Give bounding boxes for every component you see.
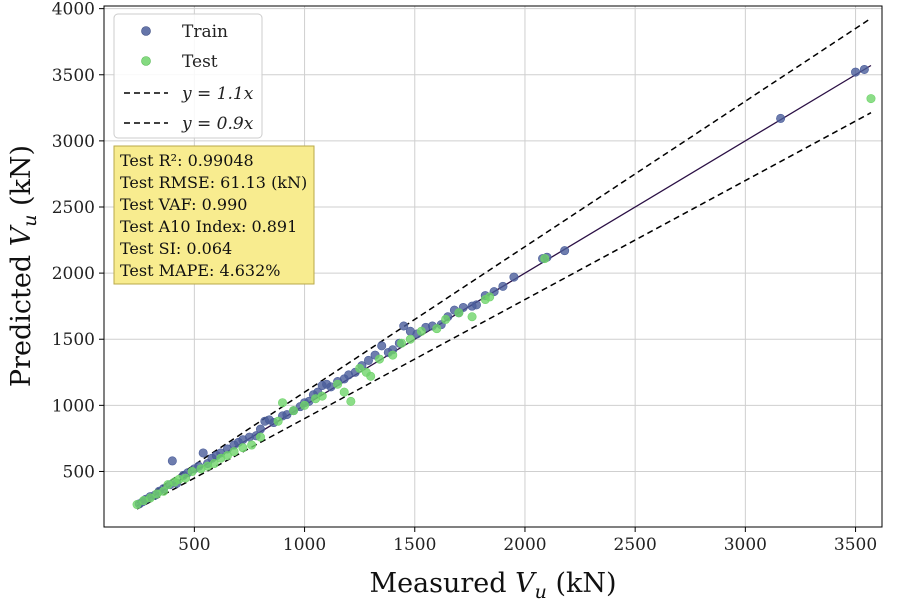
x-axis-title: Measured Vu (kN) bbox=[369, 568, 616, 603]
stat-r2: Test R²: 0.99048 bbox=[120, 151, 254, 170]
test-point bbox=[432, 324, 442, 334]
test-point bbox=[317, 391, 327, 401]
x-tick-label: 2000 bbox=[503, 535, 546, 555]
train-point bbox=[167, 456, 177, 466]
legend-marker-train bbox=[141, 26, 151, 36]
test-point bbox=[366, 371, 376, 381]
test-point bbox=[278, 398, 288, 408]
test-point bbox=[238, 443, 248, 453]
y-tick-label: 2500 bbox=[52, 198, 95, 218]
train-point bbox=[363, 355, 373, 365]
x-tick-label: 2500 bbox=[614, 535, 657, 555]
test-point bbox=[159, 486, 169, 496]
test-point bbox=[866, 94, 876, 104]
reference-line-y-1-1x bbox=[136, 17, 872, 504]
x-tick-label: 1500 bbox=[393, 535, 436, 555]
train-point bbox=[560, 246, 570, 256]
legend: Train Test y = 1.1x y = 0.9x bbox=[113, 13, 263, 139]
x-tick-label: 500 bbox=[178, 535, 210, 555]
test-point bbox=[397, 338, 407, 348]
stat-mape: Test MAPE: 4.632% bbox=[120, 261, 281, 280]
test-point bbox=[346, 396, 356, 406]
x-tick-label: 3500 bbox=[834, 535, 877, 555]
test-point bbox=[247, 440, 257, 450]
legend-label-train: Train bbox=[182, 22, 228, 42]
legend-box bbox=[113, 13, 263, 139]
test-point bbox=[388, 350, 398, 360]
test-point bbox=[222, 451, 232, 461]
test-point bbox=[339, 387, 349, 397]
test-point bbox=[405, 334, 415, 344]
y-tick-label: 500 bbox=[63, 462, 95, 482]
test-point bbox=[209, 459, 219, 469]
y-tick-label: 1000 bbox=[52, 396, 95, 416]
stats-box: Test R²: 0.99048 Test RMSE: 61.13 (kN) T… bbox=[113, 145, 315, 285]
grid bbox=[104, 6, 882, 527]
test-point bbox=[355, 363, 365, 373]
y-axis-title: Predicted Vu (kN) bbox=[6, 145, 41, 387]
train-point bbox=[851, 67, 861, 77]
test-point bbox=[145, 493, 155, 503]
y-tick-label: 3000 bbox=[52, 132, 95, 152]
test-point bbox=[454, 308, 464, 318]
train-point bbox=[255, 424, 265, 434]
x-tick-label: 3000 bbox=[724, 535, 767, 555]
stats-background bbox=[113, 145, 315, 285]
test-point bbox=[132, 500, 142, 510]
test-point bbox=[255, 432, 265, 442]
train-point bbox=[509, 272, 519, 282]
legend-label-lower: y = 0.9x bbox=[181, 114, 254, 134]
stat-a10: Test A10 Index: 0.891 bbox=[120, 217, 297, 236]
test-point bbox=[485, 292, 495, 302]
y-tick-label: 3500 bbox=[52, 66, 95, 86]
test-point bbox=[441, 314, 451, 324]
axis-ticks: 500 1000 1500 2000 2500 3000 3500 500 1000 1500 20… bbox=[52, 0, 877, 555]
series-test bbox=[132, 94, 876, 510]
test-point bbox=[467, 312, 477, 322]
legend-marker-test bbox=[141, 56, 151, 66]
test-point bbox=[187, 466, 197, 476]
test-point bbox=[300, 400, 310, 410]
test-point bbox=[181, 473, 191, 483]
scatter-points bbox=[132, 64, 876, 510]
stat-rmse: Test RMSE: 61.13 (kN) bbox=[120, 173, 307, 192]
test-point bbox=[289, 406, 299, 416]
train-point bbox=[282, 410, 292, 420]
test-point bbox=[374, 354, 384, 364]
y-tick-label: 1500 bbox=[52, 330, 95, 350]
test-point bbox=[333, 379, 343, 389]
plot-frame bbox=[103, 5, 883, 528]
test-point bbox=[229, 447, 239, 457]
test-point bbox=[540, 254, 550, 264]
x-tick-label: 1000 bbox=[283, 535, 326, 555]
test-point bbox=[416, 326, 426, 336]
train-point bbox=[198, 448, 208, 458]
test-point bbox=[273, 416, 283, 426]
train-point bbox=[377, 341, 387, 351]
train-point bbox=[471, 300, 481, 310]
legend-label-upper: y = 1.1x bbox=[181, 84, 254, 104]
train-point bbox=[859, 64, 869, 74]
legend-label-test: Test bbox=[182, 52, 218, 72]
y-tick-label: 2000 bbox=[52, 264, 95, 284]
stat-vaf: Test VAF: 0.990 bbox=[120, 195, 247, 214]
stat-si: Test SI: 0.064 bbox=[120, 239, 232, 258]
y-tick-label: 4000 bbox=[52, 0, 95, 20]
train-point bbox=[776, 113, 786, 123]
train-point bbox=[399, 321, 409, 331]
reference-line-y-0-9x bbox=[136, 112, 872, 510]
train-point bbox=[498, 281, 508, 291]
